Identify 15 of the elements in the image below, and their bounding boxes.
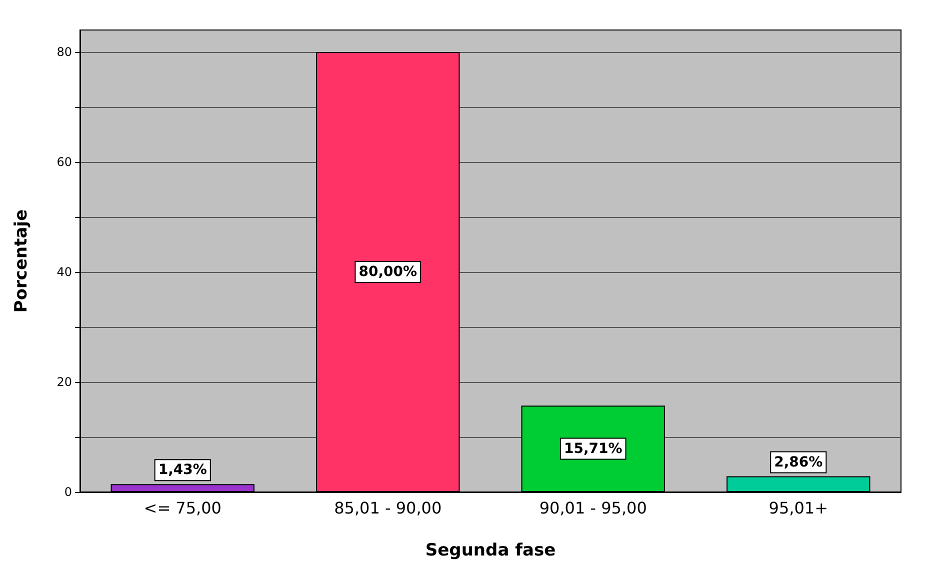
data-label: 80,00%: [358, 264, 418, 280]
x-tick-label: <= 75,00: [144, 498, 222, 518]
y-tick-label: 60: [56, 155, 72, 169]
y-tick-label: 80: [56, 45, 72, 59]
y-tick-label: 20: [56, 375, 72, 389]
x-tick-label: 85,01 - 90,00: [334, 498, 442, 518]
x-tick-label: 90,01 - 95,00: [539, 498, 647, 518]
data-label: 15,71%: [564, 440, 622, 457]
x-tick-label: 95,01+: [768, 498, 828, 518]
y-axis-title: Porcentaje: [12, 209, 32, 313]
data-label: 2,86%: [774, 454, 823, 470]
y-tick-label: 0: [64, 485, 72, 499]
x-axis-title: Segunda fase: [425, 540, 556, 560]
y-tick-label: 40: [56, 265, 72, 279]
data-label: 1,43%: [158, 462, 207, 478]
